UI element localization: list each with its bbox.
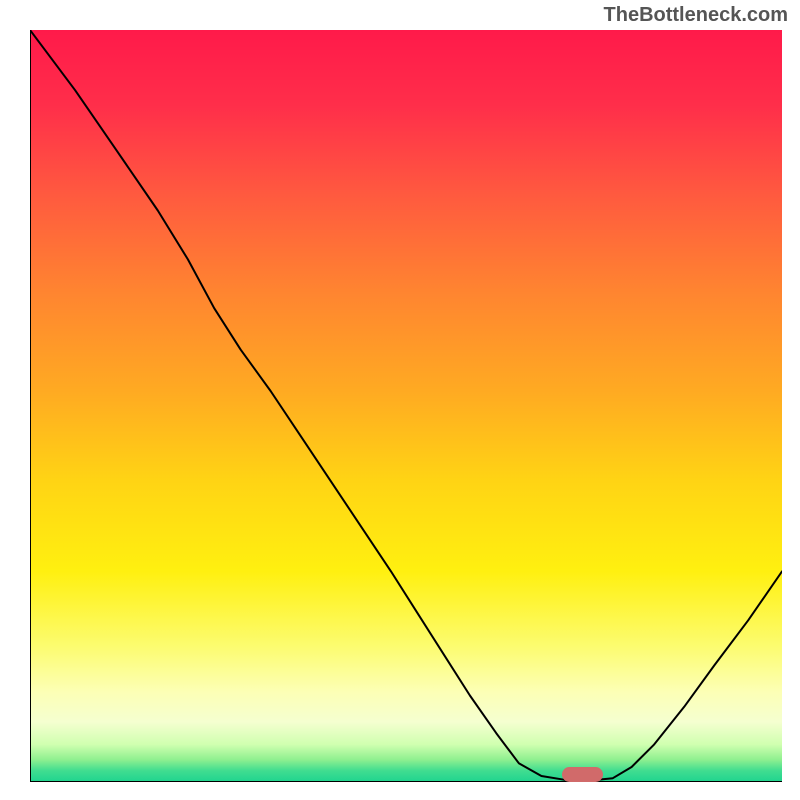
watermark-text: TheBottleneck.com — [604, 4, 788, 27]
y-axis — [30, 30, 31, 782]
plot-area — [30, 30, 782, 782]
optimal-point-marker — [562, 767, 603, 782]
x-axis — [30, 781, 782, 782]
curve-line — [30, 30, 782, 782]
